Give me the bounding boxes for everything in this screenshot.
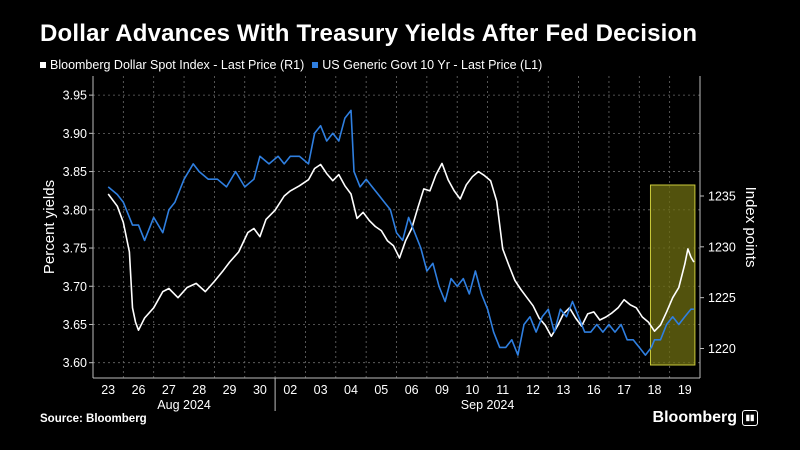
- logo-text: Bloomberg: [652, 409, 737, 426]
- x-tick-label: 28: [192, 383, 206, 397]
- x-tick-label: 19: [678, 383, 692, 397]
- x-tick-label: 06: [405, 383, 419, 397]
- legend-item-dxy: Bloomberg Dollar Spot Index - Last Price…: [40, 58, 304, 72]
- x-tick-label: 02: [283, 383, 297, 397]
- x-group-label: Sep 2024: [461, 398, 515, 412]
- series-layer: [107, 109, 695, 356]
- x-group-label: Aug 2024: [157, 398, 211, 412]
- x-tick-label: 30: [253, 383, 267, 397]
- legend-item-ust10: US Generic Govt 10 Yr - Last Price (L1): [312, 58, 542, 72]
- x-tick-label: 23: [101, 383, 115, 397]
- y-right-tick-label: 1230: [708, 240, 736, 254]
- y-left-axis-title: Percent yields: [41, 180, 58, 274]
- series-line-dxy: [107, 162, 695, 338]
- y-left-tick-label: 3.85: [63, 165, 87, 179]
- x-tick-label: 04: [344, 383, 358, 397]
- x-tick-label: 26: [132, 383, 146, 397]
- y-left-tick-label: 3.80: [63, 203, 87, 217]
- legend-swatch-ust10: [312, 62, 319, 68]
- y-left-tick-label: 3.75: [63, 242, 87, 256]
- x-tick-label: 18: [648, 383, 662, 397]
- y-right-axis-title: Index points: [742, 187, 759, 268]
- x-tick-label: 09: [435, 383, 449, 397]
- x-tick-label: 17: [617, 383, 631, 397]
- x-tick-label: 10: [465, 383, 479, 397]
- x-tick-label: 29: [223, 383, 237, 397]
- y-right-tick-label: 1225: [708, 291, 736, 305]
- x-tick-label: 16: [587, 383, 601, 397]
- y-left-tick-label: 3.60: [63, 356, 87, 370]
- legend-label-dxy: Bloomberg Dollar Spot Index - Last Price…: [50, 58, 305, 72]
- x-tick-label: 05: [374, 383, 388, 397]
- chart-legend: Bloomberg Dollar Spot Index - Last Price…: [40, 58, 542, 72]
- chart-gridlines: [93, 76, 700, 378]
- highlight-layer: [649, 184, 696, 366]
- x-tick-label: 13: [556, 383, 570, 397]
- y-left-tick-label: 3.95: [63, 89, 87, 103]
- legend-label-ust10: US Generic Govt 10 Yr - Last Price (L1): [322, 58, 543, 72]
- y-left-tick-label: 3.65: [63, 318, 87, 332]
- chart-title: Dollar Advances With Treasury Yields Aft…: [40, 20, 698, 47]
- fed-decision-highlight: [649, 184, 696, 366]
- source-note: Source: Bloomberg: [40, 413, 147, 425]
- x-tick-label: 11: [496, 383, 509, 397]
- x-tick-label: 03: [314, 383, 328, 397]
- y-right-tick-label: 1220: [708, 342, 736, 356]
- tick-labels: 3.60 3.65 3.70 3.75 3.80 3.85 3.90 3.95 1220 1225…: [41, 89, 759, 412]
- series-line-ust10: [107, 109, 694, 356]
- chart-axes: [89, 76, 704, 411]
- x-tick-label: 27: [162, 383, 176, 397]
- y-left-tick-label: 3.90: [63, 127, 87, 141]
- bloomberg-logo: Bloomberg ▮▮: [653, 409, 758, 427]
- bloomberg-mark-icon: ▮▮: [742, 410, 758, 426]
- y-right-tick-label: 1235: [708, 189, 736, 203]
- y-left-tick-label: 3.70: [63, 280, 87, 294]
- x-tick-label: 12: [526, 383, 540, 397]
- legend-swatch-dxy: [40, 62, 46, 68]
